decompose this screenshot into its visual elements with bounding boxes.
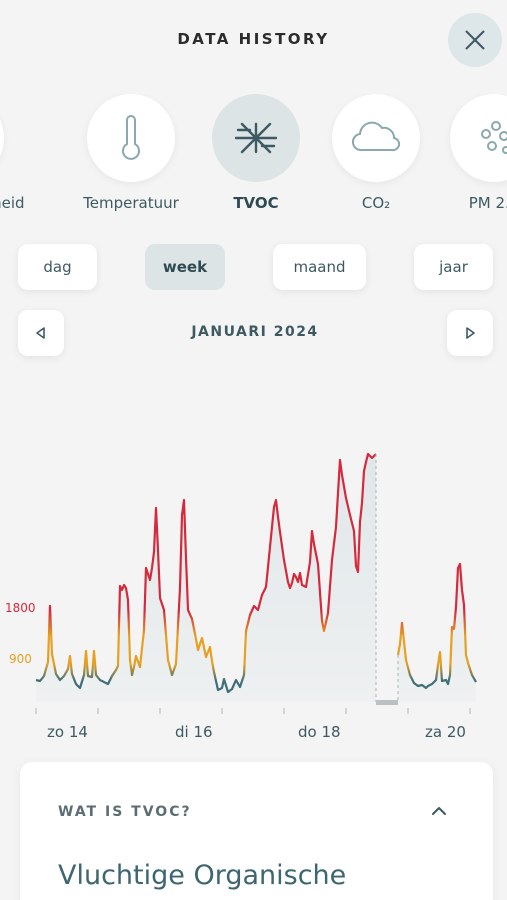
close-icon [465,30,485,50]
header: DATA HISTORY [0,0,507,80]
period-week-button[interactable]: week [145,244,225,290]
month-label: JANUARI 2024 [191,324,319,340]
sensor-label: TVOC [233,194,279,212]
thermometer-icon [122,115,140,160]
tvoc-icon [234,122,278,154]
period-day-button[interactable]: dag [18,244,97,290]
sensor-label: CO₂ [361,194,391,212]
period-month-button[interactable]: maand [273,244,366,290]
info-heading: Vluchtige Organische [58,860,347,891]
triangle-left-icon [36,327,45,339]
tvoc-chart-svg [35,452,477,714]
sensor-humidity[interactable]: Luchtvochtigheid [0,94,25,224]
tvoc-area-fill-1 [36,454,376,702]
previous-button[interactable] [18,310,64,356]
tvoc-line-1 [35,452,377,694]
month-navigator: JANUARI 2024 [0,310,507,356]
tvoc-line-2 [396,562,477,690]
sensor-selector: Luchtvochtigheid Temperatuur TVOC [0,94,507,224]
x-axis [35,708,471,714]
triangle-right-icon [466,327,475,339]
tvoc-chart: 1800 900 zo 14 di 16 do 18 za 20 [0,440,507,750]
sensor-tvoc[interactable]: TVOC [192,94,320,224]
sensor-label: PM 2.5 [468,194,507,212]
sensor-pm25[interactable]: PM 2.5 [430,94,507,224]
cloud-icon [351,121,401,152]
chevron-up-icon [432,807,446,815]
sensor-label: Luchtvochtigheid [0,194,25,212]
x-tick-label: di 16 [175,723,213,741]
collapse-button[interactable] [428,800,450,822]
x-tick-label: do 18 [298,723,341,741]
period-selector: dag week maand jaar [0,244,507,292]
x-tick-label: za 20 [425,723,466,741]
sensor-label: Temperatuur [83,194,179,212]
y-tick-label: 1800 [5,601,36,615]
info-title: WAT IS TVOC? [58,804,192,820]
info-card: WAT IS TVOC? Vluchtige Organische [20,762,493,900]
page-title: DATA HISTORY [177,30,330,48]
particles-icon [481,121,507,154]
next-button[interactable] [447,310,493,356]
sensor-co2[interactable]: CO₂ [312,94,440,224]
close-button[interactable] [448,13,502,67]
x-tick-label: zo 14 [47,723,88,741]
sensor-temperature[interactable]: Temperatuur [67,94,195,224]
y-tick-label: 900 [9,652,32,666]
period-year-button[interactable]: jaar [414,244,493,290]
data-gap-bar [376,700,398,705]
